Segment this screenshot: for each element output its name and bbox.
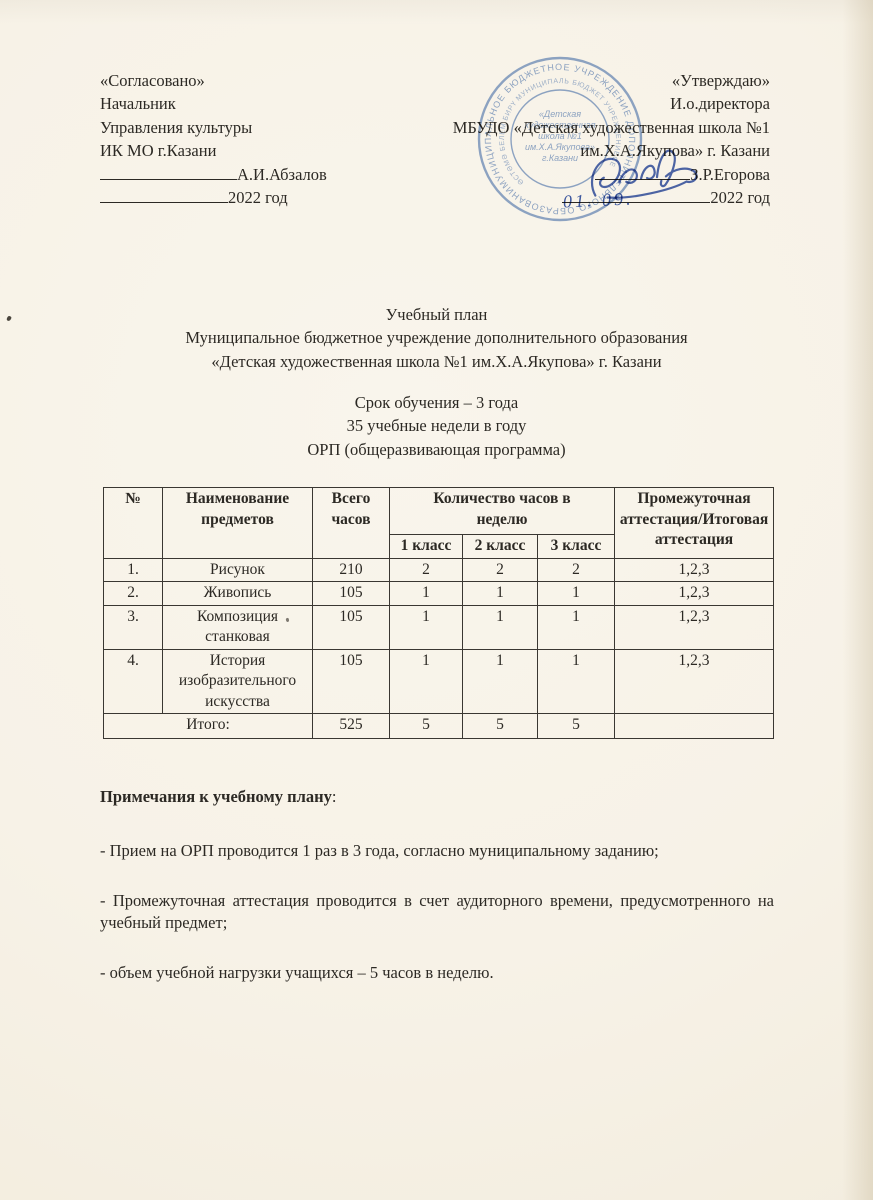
- total-label: Итого:: [103, 713, 313, 739]
- approval-right-signature-row: З.Р.Егорова: [420, 163, 770, 186]
- stamp-center-line: «Детская: [539, 109, 581, 119]
- note-item: - Прием на ОРП проводится 1 раз в 3 года…: [100, 840, 659, 860]
- notes-heading: Примечания к учебному плану:: [100, 787, 337, 806]
- date-line: [562, 188, 711, 204]
- col-header-total-hours: Всего часов: [312, 487, 390, 559]
- row-number: 4.: [103, 648, 163, 714]
- class2-hours: 1: [462, 604, 538, 650]
- approver-name: А.И.Абзалов: [237, 164, 327, 184]
- row-number: 3.: [103, 604, 163, 650]
- stamp-center-line: школа №1: [538, 131, 582, 141]
- document-title-block: Учебный план Муниципальное бюджетное учр…: [0, 303, 873, 373]
- date-line: [100, 188, 228, 204]
- approval-left-line: «Согласовано»: [100, 71, 205, 90]
- class3-hours: 1: [536, 648, 616, 714]
- attestation-value: 1,2,3: [614, 581, 775, 606]
- col-header-class1: 1 класс: [389, 534, 463, 559]
- class3-sum: 5: [536, 713, 616, 739]
- approval-year: 2022 год: [228, 188, 288, 208]
- attestation-value: 1,2,3: [614, 557, 775, 582]
- class3-hours: 2: [536, 557, 616, 582]
- curriculum-table: № Наименование предметов Всего часов Кол…: [103, 487, 775, 739]
- class1-hours: 1: [389, 581, 463, 606]
- col-header-subject: Наименование предметов: [162, 487, 313, 559]
- approval-right-line: МБУДО «Детская художественная школа №1: [452, 117, 770, 137]
- class1-hours: 1: [389, 604, 463, 650]
- total-hours-sum: 525: [312, 713, 390, 739]
- approval-right-line: «Утверждаю»: [671, 71, 770, 90]
- approver-name: З.Р.Егорова: [690, 164, 770, 184]
- col-header-number: №: [103, 487, 163, 559]
- class2-sum: 5: [462, 713, 538, 739]
- approval-left-signature-row: А.И.Абзалов: [100, 163, 327, 186]
- subject-name: Живопись: [162, 581, 313, 606]
- approval-year: 2022 год: [710, 188, 770, 208]
- table-row: 1. Рисунок 210 2 2 2 1,2,3: [103, 557, 775, 582]
- approval-right-year-row: 2022 год: [420, 186, 770, 209]
- approval-left-line: Управления культуры: [100, 117, 253, 137]
- total-hours: 105: [312, 604, 390, 650]
- stamp-outer-circle: [477, 56, 643, 222]
- class3-hours: 1: [536, 581, 616, 606]
- organization-name: «Детская художественная школа №1 им.Х.А.…: [211, 351, 662, 371]
- handwritten-signature: [590, 149, 698, 199]
- handwritten-date: 01. 09.: [562, 188, 634, 212]
- approval-left-year-row: 2022 год: [100, 186, 327, 209]
- total-hours: 105: [312, 648, 390, 714]
- approval-block-left: «Согласовано» Начальник Управления культ…: [100, 69, 327, 209]
- notes-section: Примечания к учебному плану: - Прием на …: [100, 786, 774, 1012]
- class1-hours: 2: [389, 557, 463, 582]
- class3-hours: 1: [536, 604, 616, 650]
- approval-right-line: им.Х.А.Якупова» г. Казани: [580, 141, 770, 161]
- approval-left-line: ИК МО г.Казани: [100, 141, 217, 161]
- signature-line: [100, 165, 237, 180]
- study-weeks: 35 учебные недели в году: [346, 416, 527, 436]
- document-title: Учебный план: [385, 305, 488, 324]
- study-duration: Срок обучения – 3 года: [354, 393, 519, 412]
- note-item: - Промежуточная аттестация проводится в …: [100, 890, 774, 933]
- table-row: 3. Композиция станковая 105 1 1 1 1,2,3: [103, 604, 775, 650]
- col-header-class3: 3 класс: [536, 534, 616, 559]
- approval-left-line: Начальник: [100, 94, 176, 114]
- official-stamp: МУНИЦИПАЛЬНОЕ БЮДЖЕТНОЕ УЧРЕЖДЕНИЕ ДОПОЛ…: [474, 53, 646, 225]
- organization-type: Муниципальное бюджетное учреждение допол…: [185, 328, 688, 348]
- table-row: 2. Живопись 105 1 1 1 1,2,3: [103, 581, 775, 606]
- class2-hours: 1: [462, 581, 538, 606]
- program-type: ОРП (общеразвивающая программа): [307, 439, 566, 459]
- class2-hours: 1: [462, 648, 538, 714]
- signature-line: [595, 165, 691, 180]
- col-header-attestation: Промежуточная аттестация/Итоговая аттест…: [614, 487, 775, 559]
- stamp-center-line: г.Казани: [542, 153, 578, 163]
- table-total-row: Итого: 525 5 5 5: [103, 713, 775, 739]
- stamp-center-line: художественная: [523, 120, 595, 130]
- col-header-class2: 2 класс: [462, 534, 538, 559]
- subject-name: Композиция станковая: [162, 604, 313, 650]
- class1-sum: 5: [389, 713, 463, 739]
- document-subtitle-block: Срок обучения – 3 года 35 учебные недели…: [0, 391, 873, 461]
- total-hours: 210: [312, 557, 390, 582]
- total-hours: 105: [312, 581, 390, 606]
- stamp-center-line: им.Х.А.Якупова»: [525, 142, 595, 152]
- subject-name: История изобразительного искусства: [162, 648, 313, 714]
- table-row: 4. История изобразительного искусства 10…: [103, 648, 775, 714]
- subject-name: Рисунок: [162, 557, 313, 582]
- col-header-weekly-hours: Количество часов в неделю: [388, 487, 616, 535]
- attestation-sum: [614, 713, 775, 739]
- row-number: 2.: [103, 581, 163, 606]
- stamp-inner-circle: [510, 89, 610, 189]
- approval-block-right: «Утверждаю» И.о.директора МБУДО «Детская…: [420, 69, 770, 209]
- attestation-value: 1,2,3: [614, 604, 775, 650]
- class2-hours: 2: [462, 557, 538, 582]
- row-number: 1.: [103, 557, 163, 582]
- attestation-value: 1,2,3: [614, 648, 775, 714]
- approval-right-line: И.о.директора: [670, 94, 770, 114]
- class1-hours: 1: [389, 648, 463, 714]
- note-item: - объем учебной нагрузки учащихся – 5 ча…: [100, 963, 494, 983]
